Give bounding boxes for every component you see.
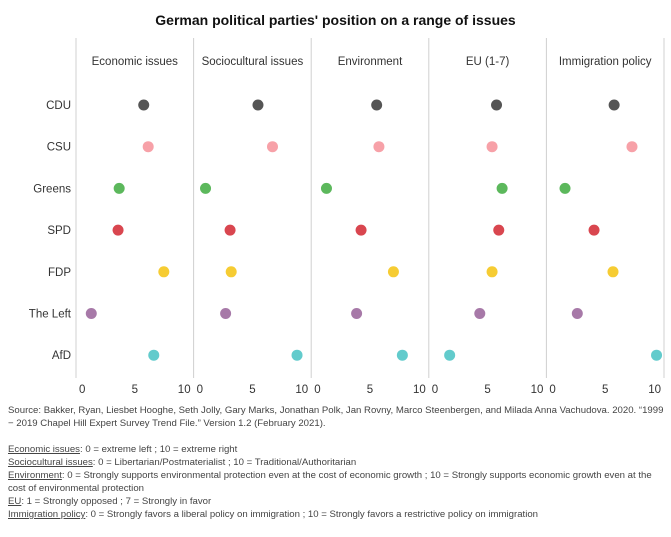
data-point xyxy=(496,182,508,194)
data-point xyxy=(493,224,505,236)
chart-title: German political parties' position on a … xyxy=(155,12,516,28)
data-point xyxy=(491,99,503,111)
x-tick-label: 5 xyxy=(602,384,608,396)
party-label: AfD xyxy=(52,350,71,362)
data-point xyxy=(158,266,170,278)
data-point xyxy=(225,266,237,278)
data-point xyxy=(607,266,619,278)
source-note: Source: Bakker, Ryan, Liesbet Hooghe, Se… xyxy=(8,405,664,429)
data-point xyxy=(112,224,124,236)
def-term: EU xyxy=(8,496,22,507)
data-point xyxy=(142,141,154,153)
x-tick-label: 5 xyxy=(249,384,255,396)
data-point xyxy=(113,182,125,194)
x-tick-label: 0 xyxy=(197,384,203,396)
panel-title: Sociocultural issues xyxy=(202,56,304,68)
def-text: : 0 = Strongly supports environmental pr… xyxy=(8,470,652,494)
data-point xyxy=(371,99,383,111)
panel-title: Economic issues xyxy=(92,56,179,68)
data-point xyxy=(373,141,385,153)
x-tick-label: 10 xyxy=(178,384,191,396)
panel-title: EU (1-7) xyxy=(466,56,510,68)
party-label: SPD xyxy=(47,225,71,237)
def-text: : 0 = Libertarian/Postmaterialist ; 10 =… xyxy=(92,457,357,468)
data-point xyxy=(220,308,232,319)
def-term: Environment xyxy=(8,470,62,481)
def-sociocultural: Sociocultural issues: 0 = Libertarian/Po… xyxy=(8,456,668,469)
chart-footer: Source: Bakker, Ryan, Liesbet Hooghe, Se… xyxy=(8,404,668,521)
panel-title: Environment xyxy=(338,56,403,68)
panel-title: Immigration policy xyxy=(559,56,652,68)
data-point xyxy=(266,141,278,153)
party-label: The Left xyxy=(29,309,72,321)
def-immigration: Immigration policy: 0 = Strongly favors … xyxy=(8,508,668,521)
def-text: : 0 = Strongly favors a liberal policy o… xyxy=(85,509,539,520)
data-point xyxy=(571,308,583,319)
x-tick-label: 10 xyxy=(531,384,544,396)
data-point xyxy=(444,349,456,361)
party-label: FDP xyxy=(48,267,71,279)
data-point xyxy=(559,182,571,194)
party-label: CDU xyxy=(46,100,71,112)
def-term: Economic issues xyxy=(8,444,80,455)
data-point xyxy=(626,141,638,153)
data-point xyxy=(355,224,367,236)
x-tick-label: 5 xyxy=(132,384,138,396)
data-point xyxy=(486,141,498,153)
data-point xyxy=(387,266,399,278)
def-term: Sociocultural issues xyxy=(8,457,93,468)
x-tick-label: 10 xyxy=(648,384,661,396)
data-point xyxy=(396,349,408,361)
def-text: : 0 = extreme left ; 10 = extreme right xyxy=(79,444,238,455)
def-economic: Economic issues: 0 = extreme left ; 10 =… xyxy=(8,443,668,456)
data-point xyxy=(85,308,97,319)
def-environment: Environment: 0 = Strongly supports envir… xyxy=(8,469,668,495)
def-term: Immigration policy xyxy=(8,509,86,520)
data-point xyxy=(474,308,486,319)
data-point xyxy=(608,99,620,111)
data-point xyxy=(291,349,303,361)
party-label: Greens xyxy=(33,183,71,195)
x-tick-label: 10 xyxy=(413,384,426,396)
x-tick-label: 0 xyxy=(314,384,320,396)
def-text: : 1 = Strongly opposed ; 7 = Strongly in… xyxy=(21,496,212,507)
data-point xyxy=(148,349,160,361)
data-point xyxy=(651,349,663,361)
x-tick-label: 0 xyxy=(79,384,85,396)
data-point xyxy=(351,308,363,319)
party-label: CSU xyxy=(47,142,71,154)
x-tick-label: 5 xyxy=(484,384,490,396)
data-point xyxy=(200,182,212,194)
data-point xyxy=(252,99,264,111)
data-point xyxy=(588,224,600,236)
def-eu: EU: 1 = Strongly opposed ; 7 = Strongly … xyxy=(8,495,668,508)
data-point xyxy=(320,182,332,194)
dot-plot-chart: Economic issues Sociocultural issues Envir… xyxy=(29,38,665,396)
x-tick-label: 5 xyxy=(367,384,373,396)
x-tick-label: 0 xyxy=(549,384,555,396)
data-point xyxy=(138,99,150,111)
data-point xyxy=(486,266,498,278)
x-tick-label: 10 xyxy=(295,384,308,396)
data-point xyxy=(224,224,236,236)
x-tick-label: 0 xyxy=(432,384,438,396)
